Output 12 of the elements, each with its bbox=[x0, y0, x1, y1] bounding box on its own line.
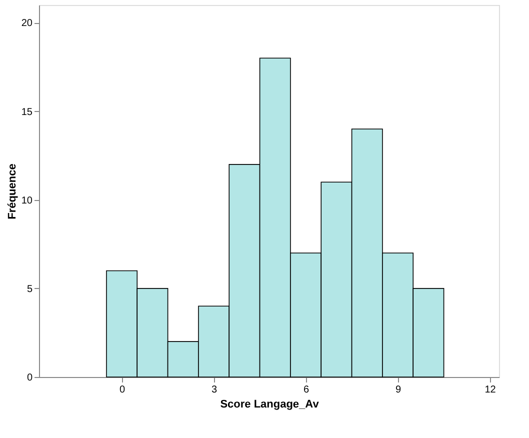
x-tick-label: 9 bbox=[396, 384, 402, 396]
y-tick-label: 20 bbox=[21, 18, 33, 30]
y-tick-label: 10 bbox=[21, 195, 33, 206]
x-axis-title: Score Langage_Av bbox=[220, 398, 320, 410]
y-axis-title: Fréquence bbox=[6, 164, 18, 220]
x-tick-label: 3 bbox=[212, 384, 218, 396]
x-tick-label: 6 bbox=[304, 384, 310, 396]
y-tick-label: 5 bbox=[26, 284, 33, 295]
y-tick-label: 0 bbox=[26, 372, 33, 384]
x-tick-label: 0 bbox=[120, 384, 126, 396]
x-tick-label: 12 bbox=[484, 384, 496, 396]
y-tick-label: 15 bbox=[21, 106, 33, 118]
